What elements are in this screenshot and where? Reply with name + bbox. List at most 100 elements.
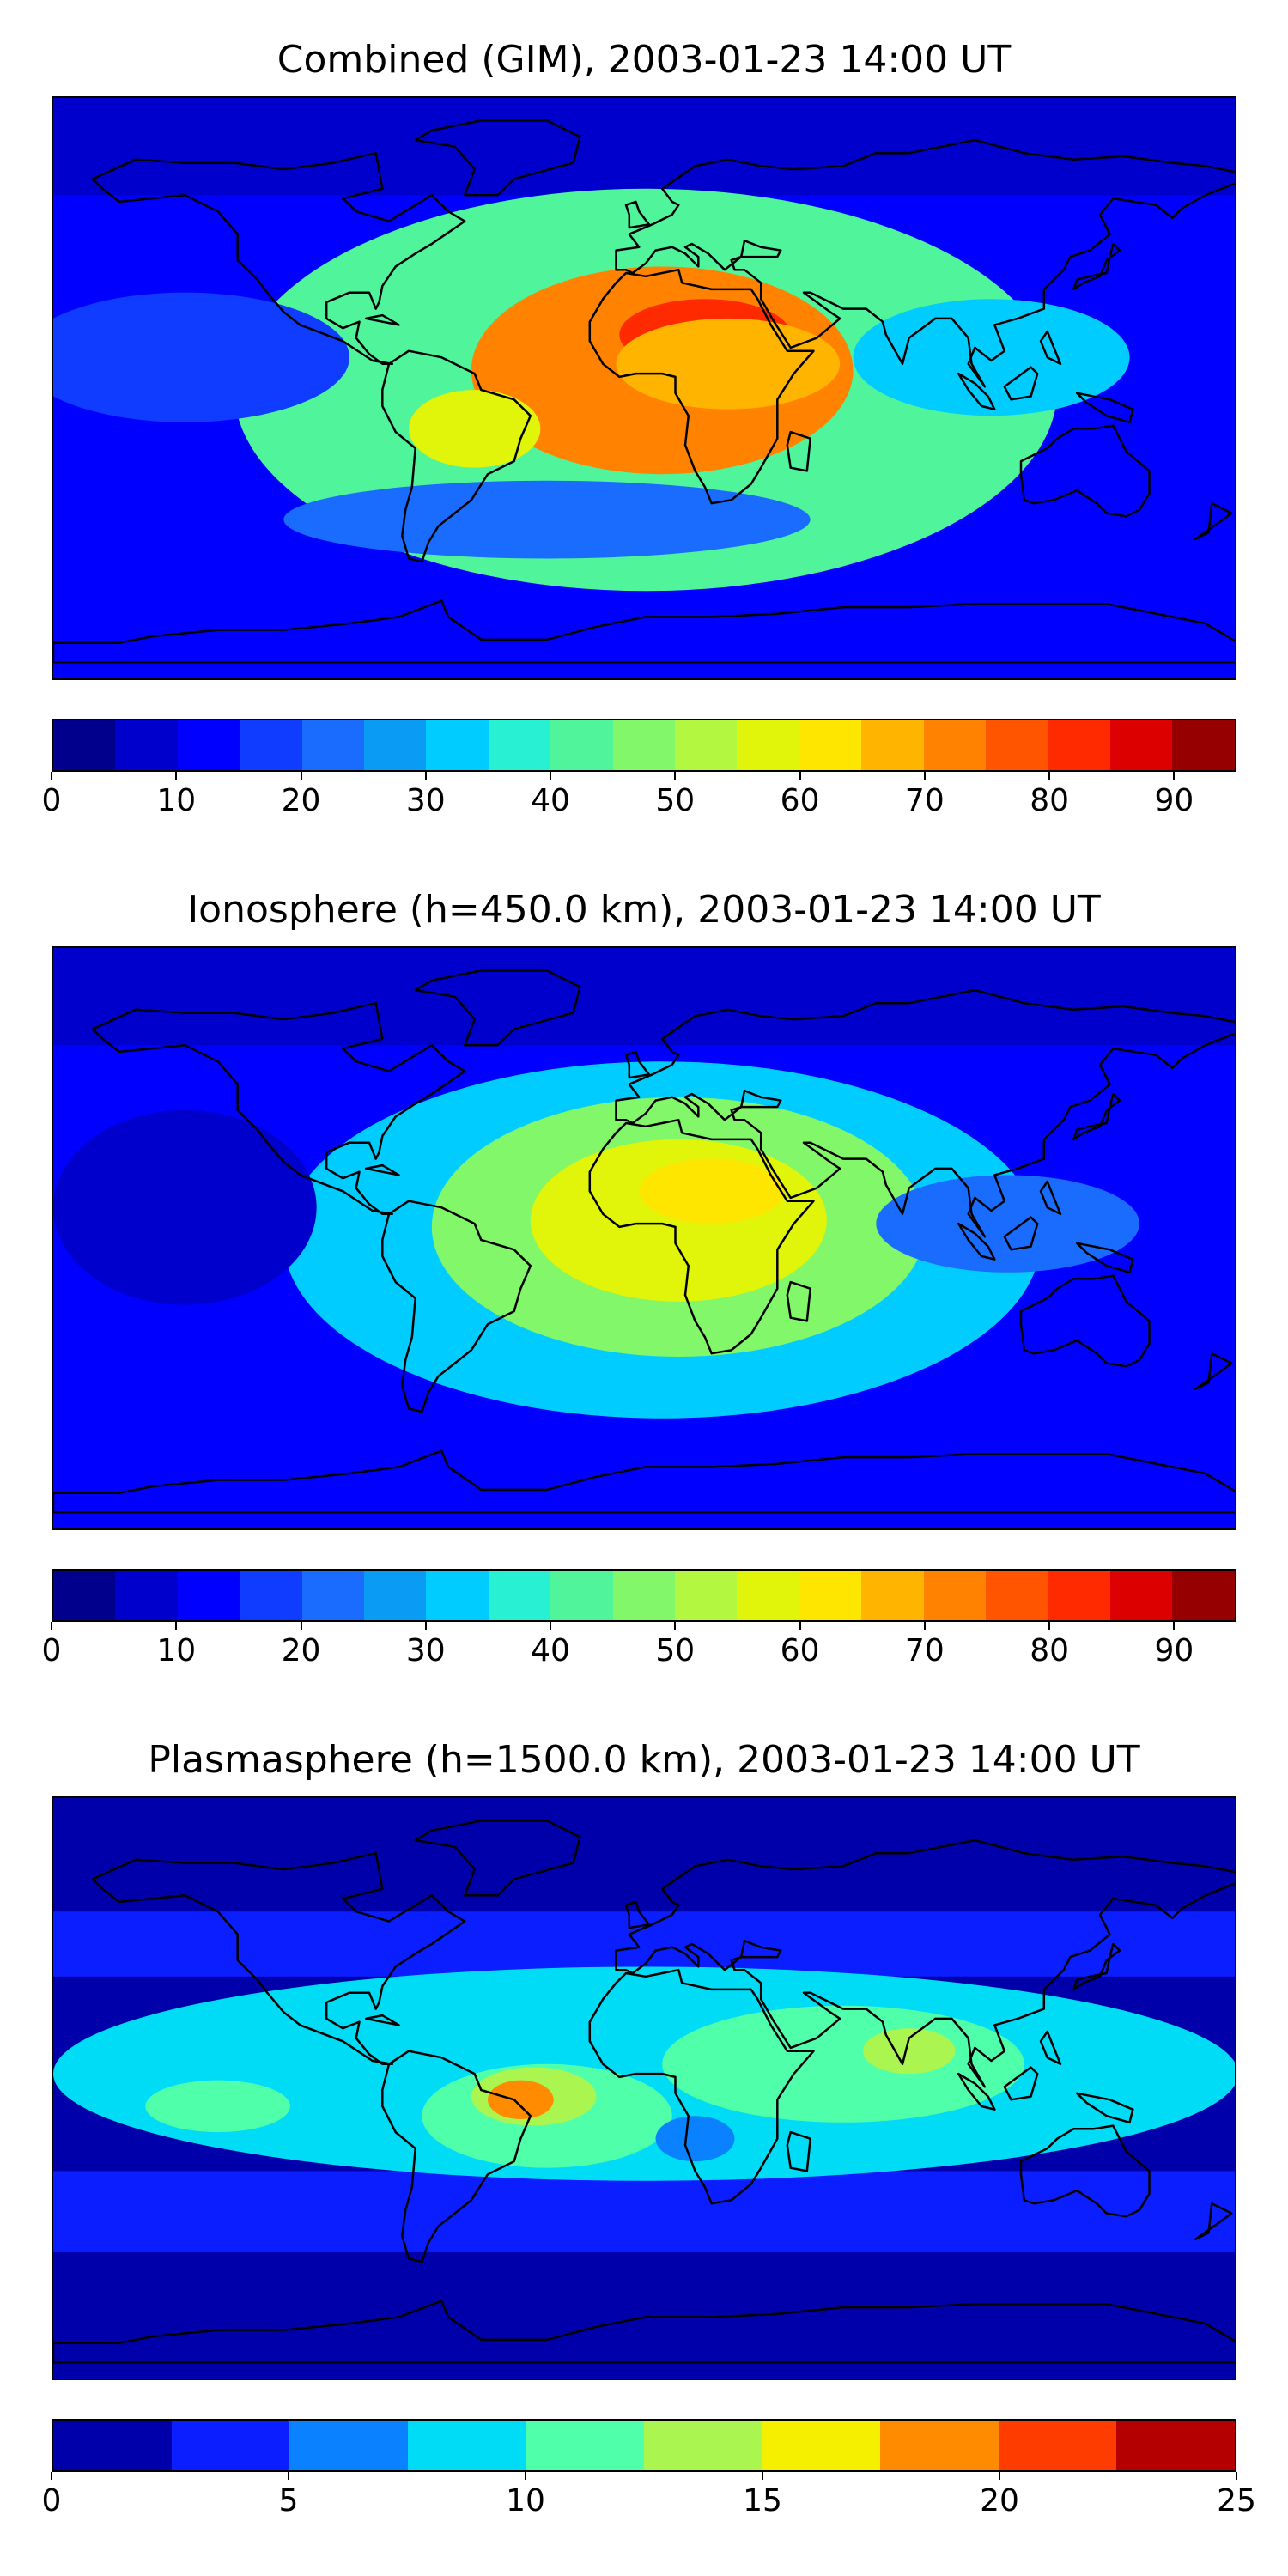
coastline-4 xyxy=(1019,424,1151,518)
colorbar-cell xyxy=(177,1571,240,1620)
colorbar-combined xyxy=(52,719,1236,772)
colorbar-tick-label: 90 xyxy=(1154,1633,1194,1668)
coastline-1 xyxy=(381,349,532,563)
colorbar-ticks-combined: 0 10 20 30 40 50 60 70 80 90 xyxy=(42,772,1236,823)
colorbar-tick-mark xyxy=(175,1622,178,1630)
colorbar-tick-label: 10 xyxy=(156,1633,197,1668)
coastline-15 xyxy=(1194,501,1233,541)
colorbar-tick-mark xyxy=(799,1622,801,1630)
colorbar-tick-label: 20 xyxy=(281,1633,321,1668)
colorbar-plasmasphere xyxy=(52,2419,1236,2472)
colorbar-ionosphere xyxy=(52,1569,1236,1622)
colorbar-tick-mark xyxy=(923,772,926,780)
coastline-12 xyxy=(786,2130,811,2172)
tec-map-ionosphere xyxy=(53,948,1235,1528)
colorbar-cell xyxy=(53,1571,116,1620)
contour-region-combined-6 xyxy=(853,299,1130,416)
colorbar-cell xyxy=(115,1571,178,1620)
colorbar-tick-mark xyxy=(51,2472,52,2480)
coastline-10 xyxy=(1003,1216,1039,1251)
colorbar-cell xyxy=(986,720,1048,770)
colorbar-cell xyxy=(364,720,427,770)
colorbar-tick-label: 50 xyxy=(655,783,696,818)
coastline-7 xyxy=(624,200,651,229)
colorbar-tick-label: 80 xyxy=(1030,1633,1069,1668)
colorbar-cell xyxy=(115,720,178,770)
coastline-13 xyxy=(364,1163,400,1176)
contour-region-plasmasphere-4 xyxy=(488,2080,554,2119)
colorbar-tick-label: 30 xyxy=(405,783,446,818)
colorbar-tick-label: 30 xyxy=(405,1633,446,1668)
colorbar-cell xyxy=(675,1571,738,1620)
polar-band-north xyxy=(53,948,1235,1046)
coastline-1 xyxy=(381,2050,532,2263)
colorbar-tick-mark xyxy=(1173,772,1176,780)
coastline-2 xyxy=(588,1968,815,2205)
colorbar-tick-mark xyxy=(1236,2472,1237,2480)
contour-region-plasmasphere-6 xyxy=(145,2080,290,2133)
colorbar-tick-mark xyxy=(999,2472,1000,2480)
colorbar-cell xyxy=(612,720,676,770)
colorbar-cell xyxy=(643,2421,762,2470)
coastline-3 xyxy=(615,138,1235,388)
colorbar-tick-mark xyxy=(550,772,552,780)
colorbar-cell xyxy=(986,1571,1048,1620)
colorbar-tick-label: 40 xyxy=(531,1633,570,1668)
coastline-4 xyxy=(1019,2124,1151,2218)
colorbar-ticks-ionosphere: 0 10 20 30 40 50 60 70 80 90 xyxy=(42,1622,1236,1674)
coastline-5 xyxy=(53,2300,1235,2364)
colorbar-cell xyxy=(177,720,240,770)
colorbar-tick-label: 20 xyxy=(281,783,321,818)
colorbar-cell xyxy=(53,720,116,770)
coastline-9 xyxy=(957,372,996,410)
colorbar-tick-mark xyxy=(550,1622,552,1630)
colorbar-tick-mark xyxy=(175,772,178,780)
colorbar-tick-mark xyxy=(1048,772,1051,780)
coastline-3 xyxy=(615,988,1235,1238)
colorbar-tick-mark xyxy=(762,2472,763,2480)
coastline-13 xyxy=(364,2014,400,2026)
coastline-2 xyxy=(588,268,815,505)
colorbar-cell xyxy=(550,1571,613,1620)
contour-region-plasmasphere-2 xyxy=(662,2005,1024,2123)
coastline-6 xyxy=(414,969,581,1047)
coastline-2 xyxy=(588,1118,815,1355)
colorbar-tick-label: 80 xyxy=(1030,783,1069,818)
contour-region-plasmasphere-7 xyxy=(655,2116,735,2162)
colorbar-cell xyxy=(240,720,302,770)
map-ionosphere xyxy=(52,946,1236,1530)
contour-region-plasmasphere-5 xyxy=(863,2028,956,2075)
chart-title-plasmasphere: Plasmasphere (h=1500.0 km), 2003-01-23 1… xyxy=(148,1738,1140,1782)
mid-band-north xyxy=(53,1911,1235,1977)
colorbar-ticks-plasmasphere: 0 5 10 15 20 25 xyxy=(42,2472,1256,2524)
colorbar-cell xyxy=(426,1571,489,1620)
colorbar-tick-mark xyxy=(300,772,302,780)
coastline-11 xyxy=(1075,2092,1134,2124)
colorbar-tick-label: 25 xyxy=(1217,2483,1256,2518)
contour-region-ionosphere-5 xyxy=(53,1109,317,1305)
colorbar-cell xyxy=(1109,720,1173,770)
coastline-13 xyxy=(364,313,400,326)
contour-region-combined-8 xyxy=(53,292,349,422)
colorbar-tick-label: 90 xyxy=(1154,783,1194,818)
contour-region-combined-7 xyxy=(283,480,811,559)
colorbar-tick-label: 10 xyxy=(506,2483,545,2518)
colorbar-cell xyxy=(1109,1571,1173,1620)
colorbar-tick-label: 20 xyxy=(980,2483,1019,2518)
coastline-6 xyxy=(414,1820,581,1897)
coastline-10 xyxy=(1003,2066,1039,2101)
colorbar-cell xyxy=(923,720,987,770)
colorbar-tick-label: 60 xyxy=(780,1633,820,1668)
map-plasmasphere xyxy=(52,1796,1236,2380)
colorbar-tick-label: 0 xyxy=(41,783,62,818)
tec-map-plasmasphere xyxy=(53,1798,1235,2379)
colorbar-cell xyxy=(998,2421,1117,2470)
chart-title-combined: Combined (GIM), 2003-01-23 14:00 UT xyxy=(276,38,1012,82)
colorbar-cell xyxy=(171,2421,290,2470)
coastline-0 xyxy=(91,151,466,366)
colorbar-cell xyxy=(301,720,365,770)
contour-region-ionosphere-4 xyxy=(876,1175,1139,1273)
colorbar-cell xyxy=(799,1571,862,1620)
colorbar-cell xyxy=(53,2421,172,2470)
coastline-10 xyxy=(1003,366,1039,401)
